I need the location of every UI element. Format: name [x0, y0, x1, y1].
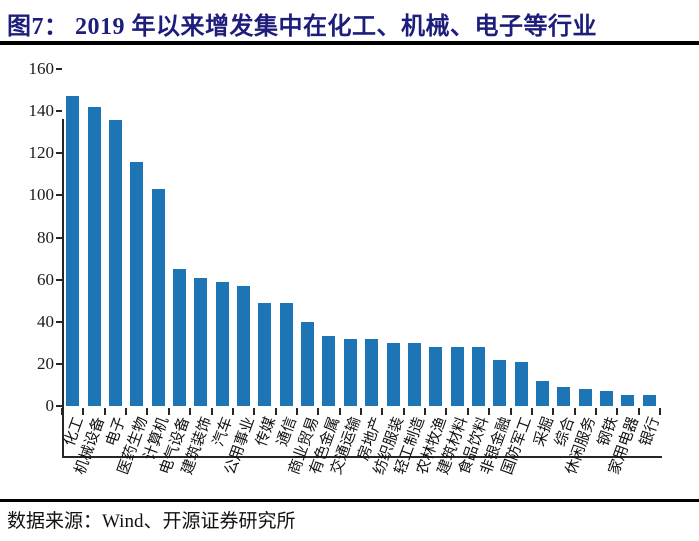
chart-bar: [386, 342, 400, 406]
chart-bar: [258, 302, 272, 406]
chart-bar: [557, 387, 571, 406]
chart-bar: [471, 347, 485, 406]
x-axis-tick: [616, 408, 619, 415]
x-axis-tick: [146, 408, 149, 415]
x-axis-tick: [424, 408, 427, 415]
y-axis-tick: [56, 194, 62, 197]
x-axis-tick: [61, 408, 63, 415]
chart-bar: [130, 161, 144, 406]
x-axis-tick: [167, 408, 170, 415]
x-axis-tick: [103, 408, 106, 415]
y-axis-tick: [56, 320, 62, 323]
x-axis-tick: [274, 408, 277, 415]
y-axis-tick-label: 140: [28, 101, 55, 121]
chart-bar: [429, 347, 443, 406]
chart-bar: [172, 269, 186, 406]
x-axis-tick: [338, 408, 341, 415]
y-axis-tick-label: 20: [37, 353, 54, 373]
figure-title: 图7： 2019 年以来增发集中在化工、机械、电子等行业: [7, 14, 597, 40]
chart-bar: [600, 391, 614, 406]
x-axis-tick: [659, 408, 661, 415]
y-axis-tick-label: 0: [45, 396, 55, 415]
x-axis-tick: [552, 408, 555, 415]
x-axis-tick: [509, 408, 512, 415]
footer-divider: [0, 499, 699, 502]
bar-chart: 0 20 40 60 80 100 120 140 160 化工 机械设备 电子 医药生物 计算机 电气设备…: [0, 50, 699, 500]
y-axis-tick-label: 160: [28, 59, 55, 78]
x-axis-tick: [637, 408, 640, 415]
chart-bar: [578, 389, 592, 406]
y-axis-tick-label: 80: [37, 227, 54, 247]
x-axis-tick: [488, 408, 491, 415]
chart-bar: [365, 338, 379, 406]
chart-bar: [194, 277, 208, 406]
chart-bar: [514, 361, 528, 406]
chart-bar: [450, 347, 464, 406]
x-axis-tick: [189, 408, 192, 415]
chart-bar: [343, 338, 357, 406]
chart-bar: [642, 395, 656, 406]
x-axis-tick: [445, 408, 448, 415]
x-axis-tick: [253, 408, 256, 415]
x-axis-tick: [82, 408, 85, 415]
x-axis-tick: [360, 408, 362, 415]
x-axis-tick: [466, 408, 469, 415]
y-axis-tick-label: 120: [28, 143, 55, 163]
title-underline: [0, 41, 699, 45]
chart-bar: [215, 281, 229, 406]
chart-bar: [66, 96, 80, 406]
y-axis-tick-label: 100: [28, 185, 55, 205]
y-axis-tick: [56, 68, 62, 70]
y-axis-tick: [56, 152, 62, 155]
chart-bar: [621, 395, 635, 406]
y-axis-tick-label: 40: [37, 311, 54, 331]
y-axis-tick: [56, 278, 62, 281]
chart-bar: [279, 302, 293, 406]
y-axis-tick: [56, 362, 62, 365]
x-axis-tick: [402, 408, 405, 415]
chart-bar: [301, 321, 315, 406]
x-axis-tick: [573, 408, 576, 415]
chart-bar: [493, 359, 507, 406]
x-axis-tick: [317, 408, 320, 415]
chart-bar: [151, 189, 165, 406]
chart-bar: [108, 119, 122, 406]
chart-bar: [237, 285, 251, 406]
plot-area: [62, 119, 662, 458]
x-axis-tick: [231, 408, 234, 415]
y-axis-tick: [56, 110, 62, 113]
x-axis-tick: [594, 408, 597, 415]
x-axis-tick: [530, 408, 533, 415]
y-axis-tick: [56, 236, 62, 239]
chart-bar: [407, 342, 421, 406]
chart-bar: [87, 106, 101, 406]
data-source: 数据来源：Wind、开源证券研究所: [7, 511, 296, 532]
x-axis-tick: [125, 408, 128, 415]
x-axis-tick: [210, 408, 213, 415]
x-axis-tick: [295, 408, 298, 415]
chart-bar: [322, 336, 336, 406]
y-axis-tick-label: 60: [37, 269, 54, 289]
chart-bar: [536, 380, 550, 406]
y-axis-tick: [56, 405, 62, 407]
x-axis-tick: [381, 408, 384, 415]
